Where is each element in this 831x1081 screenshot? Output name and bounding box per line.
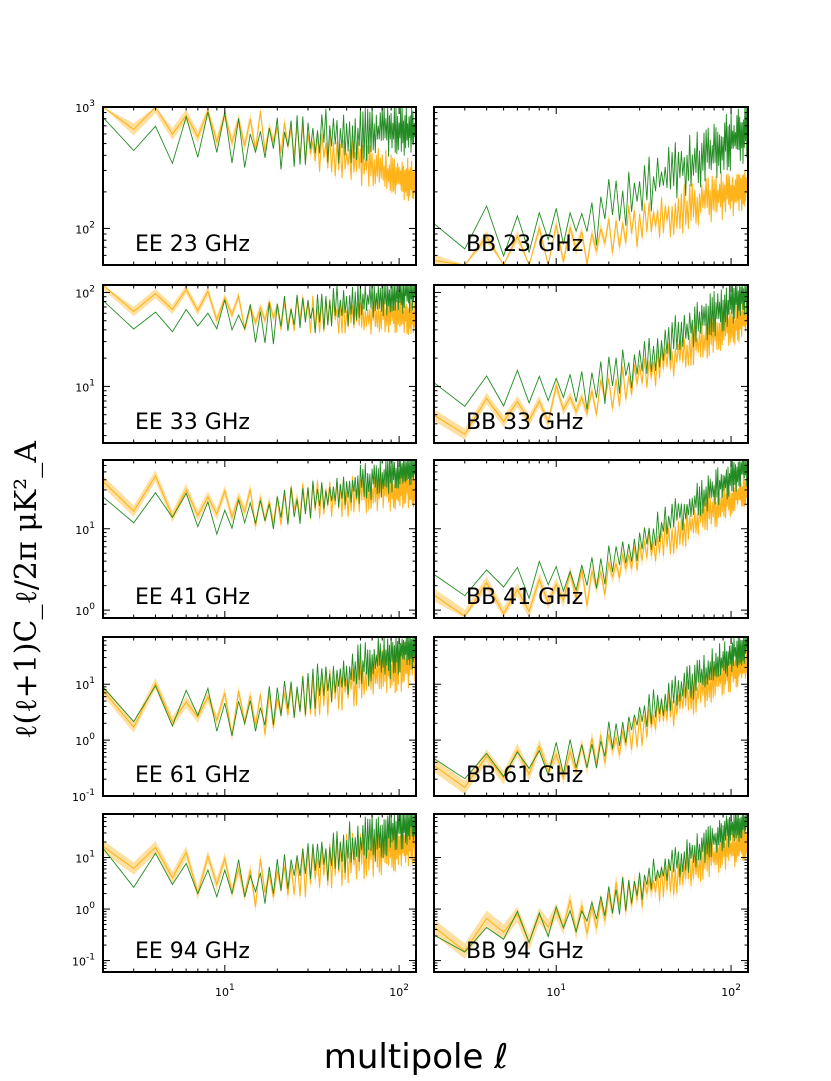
x-tick-label: 102 <box>721 983 741 999</box>
green-series-line <box>103 637 416 736</box>
panel-frame <box>433 106 749 266</box>
panel-bb-41-ghz: BB 41 GHz <box>433 459 749 619</box>
y-tick-label: 10-1 <box>72 953 95 969</box>
panel-label: BB 61 GHz <box>466 763 583 788</box>
x-tick-label: 101 <box>215 983 235 999</box>
panel-ee-23-ghz: 102 103 EE 23 GHz <box>75 99 417 266</box>
panel-bb-33-ghz: BB 33 GHz <box>433 284 749 444</box>
y-tick-label: 101 <box>75 378 95 394</box>
panel-label: BB 33 GHz <box>466 410 583 435</box>
green-series-line <box>103 460 416 536</box>
panel-label: BB 94 GHz <box>466 939 583 964</box>
panel-frame <box>433 284 749 444</box>
y-tick-label: 100 <box>75 901 95 917</box>
green-series-line <box>434 637 748 780</box>
green-series-line <box>434 814 748 953</box>
panel-frame <box>102 284 417 444</box>
panel-bb-23-ghz: BB 23 GHz <box>433 106 749 266</box>
y-tick-label: 101 <box>75 676 95 692</box>
y-tick-label: 102 <box>75 284 95 300</box>
panel-label: EE 61 GHz <box>135 763 250 788</box>
panel-frame <box>102 106 417 266</box>
green-series-line <box>103 285 416 345</box>
green-series-line <box>434 107 748 258</box>
y-tick-label: 10-1 <box>72 788 95 804</box>
x-tick-label: 102 <box>389 983 409 999</box>
orange-series-line <box>103 107 416 201</box>
y-tick-label: 101 <box>75 850 95 866</box>
panel-bb-61-ghz: BB 61 GHz <box>433 636 749 797</box>
panel-frame <box>433 459 749 619</box>
panel-frame <box>102 459 417 619</box>
orange-series-line <box>103 641 416 736</box>
green-series-line <box>103 107 416 170</box>
y-tick-label: 101 <box>75 521 95 537</box>
y-tick-label: 100 <box>75 732 95 748</box>
orange-error-band <box>434 641 748 795</box>
panel-frame <box>433 813 749 973</box>
y-tick-label: 100 <box>75 602 95 618</box>
panel-label: EE 23 GHz <box>135 232 250 257</box>
orange-error-band <box>434 814 748 959</box>
panel-label: EE 41 GHz <box>135 585 250 610</box>
panel-label: EE 33 GHz <box>135 410 250 435</box>
panel-label: EE 94 GHz <box>135 939 250 964</box>
orange-series-line <box>434 169 748 265</box>
panel-label: BB 23 GHz <box>466 232 583 257</box>
panel-frame <box>433 636 749 797</box>
orange-series-line <box>434 470 748 618</box>
orange-series-line <box>434 301 748 436</box>
x-axis-label: multipole ℓ <box>324 1037 509 1077</box>
orange-series-line <box>434 648 748 789</box>
orange-error-band <box>103 463 416 532</box>
panels-group: 102 103 EE 23 GHz BB 23 GHz 101 102 EE 33 GHz B… <box>72 99 749 999</box>
y-tick-label: 103 <box>75 99 95 115</box>
panel-ee-33-ghz: 101 102 EE 33 GHz <box>75 284 417 444</box>
green-series-line <box>434 285 748 410</box>
green-series-line <box>103 814 416 904</box>
panel-frame <box>102 813 417 973</box>
y-axis-label: ℓ(ℓ+1)C_ℓ/2π μK²_A <box>9 441 44 739</box>
panel-ee-61-ghz: 10-1 100 101 EE 61 GHz <box>72 636 417 804</box>
orange-error-band <box>434 295 748 440</box>
x-tick-label: 101 <box>546 983 566 999</box>
panel-label: BB 41 GHz <box>466 585 583 610</box>
orange-error-band <box>103 637 416 741</box>
panel-ee-94-ghz: 10-1 100 101 101 102 EE 94 GHz <box>72 813 417 999</box>
green-series-line <box>434 460 748 600</box>
panel-ee-41-ghz: 100 101 EE 41 GHz <box>75 459 417 619</box>
orange-series-line <box>434 822 748 952</box>
panel-frame <box>102 636 417 797</box>
y-tick-label: 102 <box>75 220 95 236</box>
panel-bb-94-ghz: 101 102 BB 94 GHz <box>433 813 749 999</box>
